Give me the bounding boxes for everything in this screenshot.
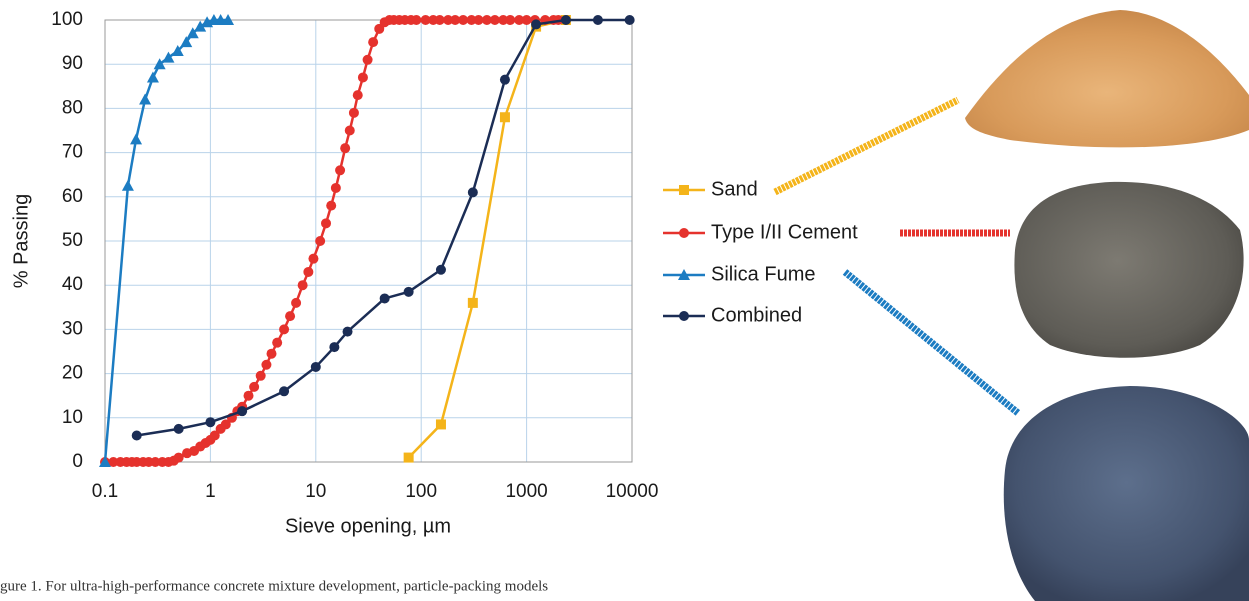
marker	[468, 187, 478, 197]
connector	[845, 272, 1018, 413]
y-tick-label: 100	[51, 9, 83, 30]
y-tick-label: 30	[62, 318, 83, 339]
marker	[679, 228, 689, 238]
marker	[174, 424, 184, 434]
y-tick-label: 40	[62, 274, 83, 295]
marker	[279, 324, 289, 334]
y-tick-label: 60	[62, 186, 83, 207]
marker	[303, 267, 313, 277]
x-tick-label: 10	[305, 481, 326, 502]
marker	[593, 15, 603, 25]
marker	[132, 430, 142, 440]
marker	[353, 90, 363, 100]
marker	[272, 338, 282, 348]
marker	[411, 15, 421, 25]
connector	[775, 100, 958, 192]
marker	[349, 108, 359, 118]
marker	[531, 19, 541, 29]
x-tick-label: 10000	[606, 481, 659, 502]
marker	[279, 386, 289, 396]
marker	[340, 143, 350, 153]
x-tick-label: 100	[405, 481, 437, 502]
marker	[326, 201, 336, 211]
x-tick-label: 0.1	[92, 481, 118, 502]
y-tick-label: 70	[62, 142, 83, 163]
x-tick-label: 1000	[505, 481, 547, 502]
marker	[335, 165, 345, 175]
marker	[267, 349, 277, 359]
marker	[468, 298, 478, 308]
legend: Sand Type I/II Cement Silica Fume Combined	[663, 100, 1018, 413]
marker	[505, 15, 515, 25]
marker	[261, 360, 271, 370]
marker	[363, 55, 373, 65]
marker	[500, 75, 510, 85]
marker	[345, 126, 355, 136]
marker	[285, 311, 295, 321]
legend-label: Silica Fume	[711, 263, 815, 285]
marker	[404, 287, 414, 297]
marker	[321, 218, 331, 228]
marker	[311, 362, 321, 372]
marker	[561, 15, 571, 25]
cement-image	[1014, 182, 1243, 358]
marker	[291, 298, 301, 308]
marker	[237, 406, 247, 416]
x-axis-title: Sieve opening, µm	[285, 515, 451, 537]
marker	[679, 311, 689, 321]
marker	[244, 391, 254, 401]
y-axis-title: % Passing	[10, 194, 32, 289]
marker	[436, 419, 446, 429]
sand-image	[965, 10, 1249, 147]
marker	[205, 417, 215, 427]
marker	[380, 293, 390, 303]
marker	[343, 327, 353, 337]
marker	[329, 342, 339, 352]
legend-label: Combined	[711, 304, 802, 326]
silica-fume-image	[1004, 386, 1249, 601]
marker	[500, 112, 510, 122]
marker	[679, 185, 689, 195]
marker	[315, 236, 325, 246]
marker	[249, 382, 259, 392]
marker	[298, 280, 308, 290]
legend-label: Sand	[711, 178, 758, 200]
marker	[404, 453, 414, 463]
marker	[331, 183, 341, 193]
plot-area: 0 10 20 30 40 50 60 70 80 90 100 0.1 1 10 100 1000 10000	[51, 9, 658, 502]
y-tick-label: 80	[62, 97, 83, 118]
y-tick-label: 0	[72, 451, 83, 472]
marker	[625, 15, 635, 25]
marker	[308, 254, 318, 264]
legend-label: Type I/II Cement	[711, 221, 858, 243]
marker	[256, 371, 266, 381]
marker	[358, 72, 368, 82]
y-tick-label: 50	[62, 230, 83, 251]
x-tick-label: 1	[205, 481, 216, 502]
marker	[436, 265, 446, 275]
chart: 0 10 20 30 40 50 60 70 80 90 100 0.1 1 10 100 1000 10000…	[0, 0, 1249, 601]
y-tick-label: 10	[62, 407, 83, 428]
marker	[368, 37, 378, 47]
caption: gure 1. For ultra-high-performance concr…	[0, 578, 548, 594]
y-tick-label: 90	[62, 53, 83, 74]
y-tick-label: 20	[62, 363, 83, 384]
